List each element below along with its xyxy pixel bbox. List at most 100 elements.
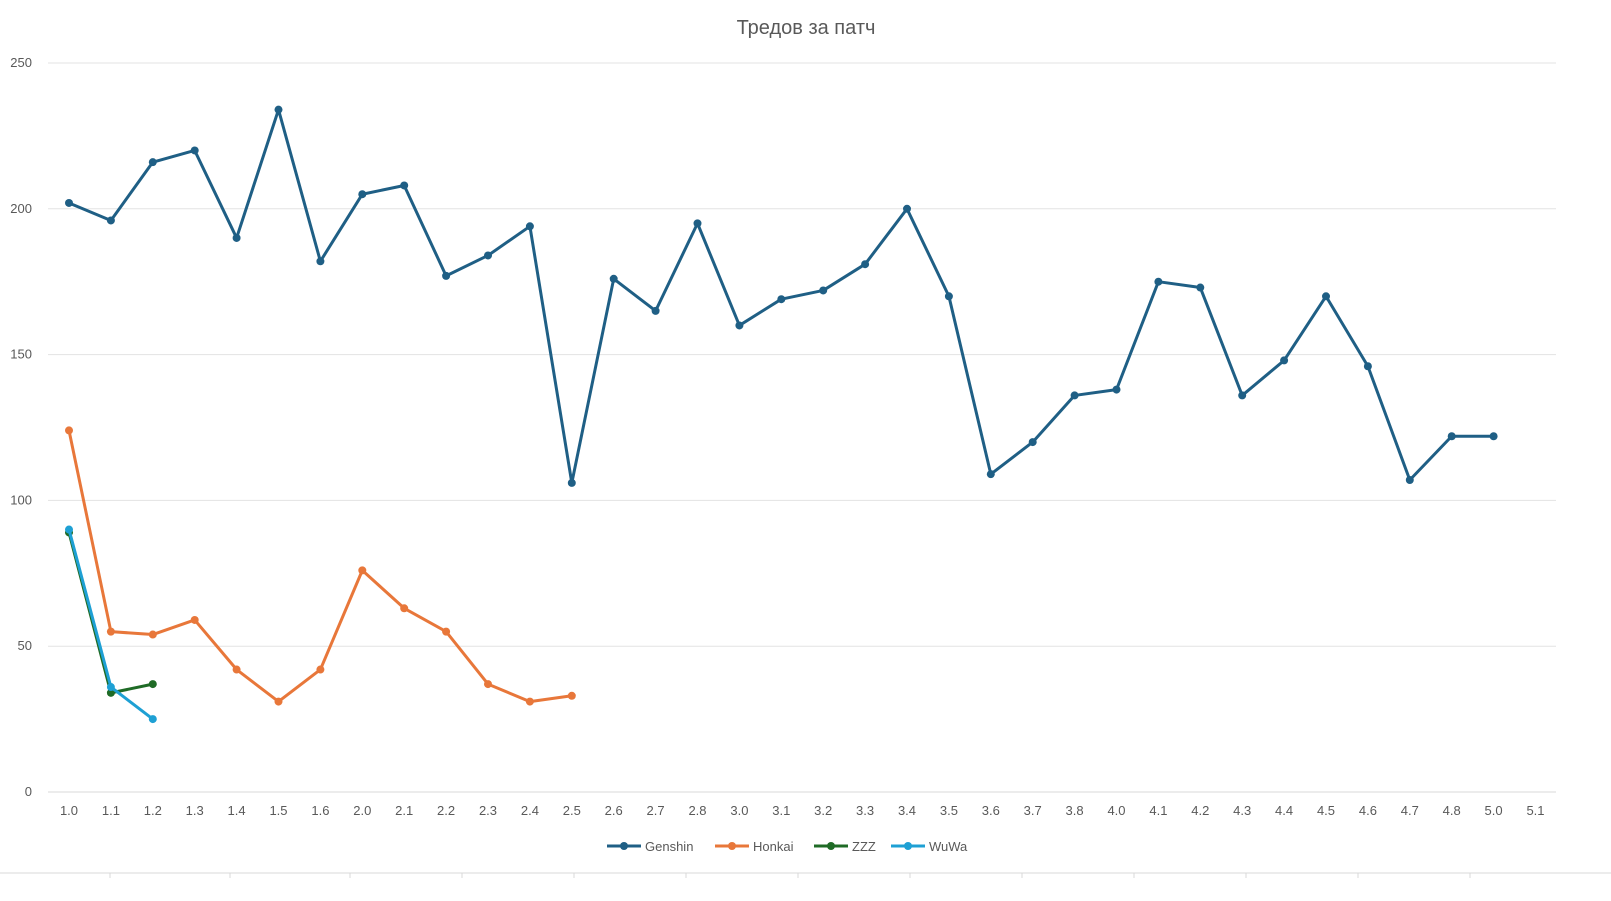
series-honkai xyxy=(65,426,576,706)
data-point xyxy=(106,683,115,692)
data-point xyxy=(651,306,660,315)
x-tick-label: 4.4 xyxy=(1275,803,1293,818)
data-point xyxy=(1238,391,1247,400)
x-tick-label: 1.2 xyxy=(144,803,162,818)
x-tick-label: 3.6 xyxy=(982,803,1000,818)
y-axis-ticks: 0 50 100 150 200 250 xyxy=(10,55,32,799)
x-axis-ticks: 1.0 1.1 1.2 1.3 1.4 1.5 1.6 2.0 2.1 2.2 2.3 2.4 2.5 2… xyxy=(60,803,1545,818)
data-point xyxy=(316,257,325,266)
data-point xyxy=(1028,438,1037,447)
x-tick-label: 4.7 xyxy=(1401,803,1419,818)
legend-swatch-marker xyxy=(904,842,912,850)
x-tick-label: 4.5 xyxy=(1317,803,1335,818)
x-tick-label: 1.3 xyxy=(186,803,204,818)
legend-item-honkai: Honkai xyxy=(715,839,794,854)
y-tick-label: 150 xyxy=(10,347,32,362)
x-tick-label: 2.0 xyxy=(353,803,371,818)
data-point xyxy=(1322,292,1330,301)
chart-title: Тредов за патч xyxy=(737,17,876,39)
series-genshin xyxy=(65,105,1498,487)
x-tick-label: 1.5 xyxy=(269,803,287,818)
data-point xyxy=(819,286,828,295)
data-point xyxy=(944,292,953,301)
data-point xyxy=(1196,283,1205,292)
data-point xyxy=(735,321,744,330)
data-point xyxy=(232,233,241,242)
x-tick-label: 3.4 xyxy=(898,803,916,818)
data-point xyxy=(65,198,73,207)
data-point xyxy=(106,216,115,225)
x-tick-label: 4.0 xyxy=(1107,803,1125,818)
data-point xyxy=(1280,356,1289,365)
x-tick-label: 2.4 xyxy=(521,803,539,818)
x-tick-label: 3.8 xyxy=(1066,803,1084,818)
data-point xyxy=(1363,362,1372,371)
data-point xyxy=(484,251,492,260)
data-point xyxy=(1489,432,1498,441)
x-tick-label: 2.6 xyxy=(605,803,623,818)
data-point xyxy=(358,190,367,199)
data-point xyxy=(609,274,618,283)
x-tick-label: 4.1 xyxy=(1149,803,1167,818)
x-tick-label: 1.6 xyxy=(311,803,329,818)
data-point xyxy=(567,478,576,487)
x-tick-label: 2.1 xyxy=(395,803,413,818)
bottom-border xyxy=(0,872,1611,878)
x-tick-label: 4.3 xyxy=(1233,803,1251,818)
series-lines xyxy=(65,105,1498,724)
x-tick-label: 3.2 xyxy=(814,803,832,818)
x-tick-label: 1.4 xyxy=(228,803,246,818)
x-tick-label: 4.2 xyxy=(1191,803,1209,818)
data-point xyxy=(1070,391,1079,400)
legend-swatch-marker xyxy=(827,842,835,850)
data-point xyxy=(274,697,283,706)
data-point xyxy=(777,295,786,304)
data-point xyxy=(190,146,199,155)
x-tick-label: 3.1 xyxy=(772,803,790,818)
legend: Genshin Honkai ZZZ WuWa xyxy=(607,839,968,854)
data-point xyxy=(442,271,451,280)
series-line xyxy=(67,530,155,695)
data-point xyxy=(525,222,534,231)
x-tick-label: 3.3 xyxy=(856,803,874,818)
data-point xyxy=(400,181,409,190)
gridlines xyxy=(0,62,1611,878)
data-point xyxy=(65,525,73,534)
data-point xyxy=(106,688,115,697)
data-point xyxy=(148,715,157,724)
data-point xyxy=(861,260,870,269)
x-tick-label: 2.2 xyxy=(437,803,455,818)
x-tick-label: 4.6 xyxy=(1359,803,1377,818)
x-tick-label: 3.7 xyxy=(1024,803,1042,818)
y-tick-label: 100 xyxy=(10,492,32,507)
y-tick-label: 50 xyxy=(18,638,32,653)
legend-swatch-marker xyxy=(728,842,736,850)
data-point xyxy=(567,691,576,700)
x-tick-label: 3.5 xyxy=(940,803,958,818)
x-tick-label: 2.7 xyxy=(647,803,665,818)
x-tick-label: 1.1 xyxy=(102,803,120,818)
data-point xyxy=(274,105,283,114)
x-tick-label: 1.0 xyxy=(60,803,78,818)
data-point xyxy=(1405,475,1414,484)
x-tick-label: 4.8 xyxy=(1443,803,1461,818)
legend-swatch-marker xyxy=(620,842,628,850)
data-point xyxy=(65,426,73,435)
legend-label: Honkai xyxy=(753,839,794,854)
data-point xyxy=(1447,432,1456,441)
x-tick-label: 5.0 xyxy=(1485,803,1503,818)
series-zzz xyxy=(65,528,157,697)
data-point xyxy=(148,680,157,689)
x-tick-label: 2.8 xyxy=(688,803,706,818)
data-point xyxy=(400,604,409,613)
series-line xyxy=(67,428,574,704)
y-tick-label: 0 xyxy=(25,784,32,799)
data-point xyxy=(358,566,367,575)
legend-label: Genshin xyxy=(645,839,693,854)
data-point xyxy=(1154,277,1163,286)
legend-item-wuwa: WuWa xyxy=(891,839,968,854)
data-point xyxy=(442,627,451,636)
y-tick-label: 250 xyxy=(10,55,32,70)
